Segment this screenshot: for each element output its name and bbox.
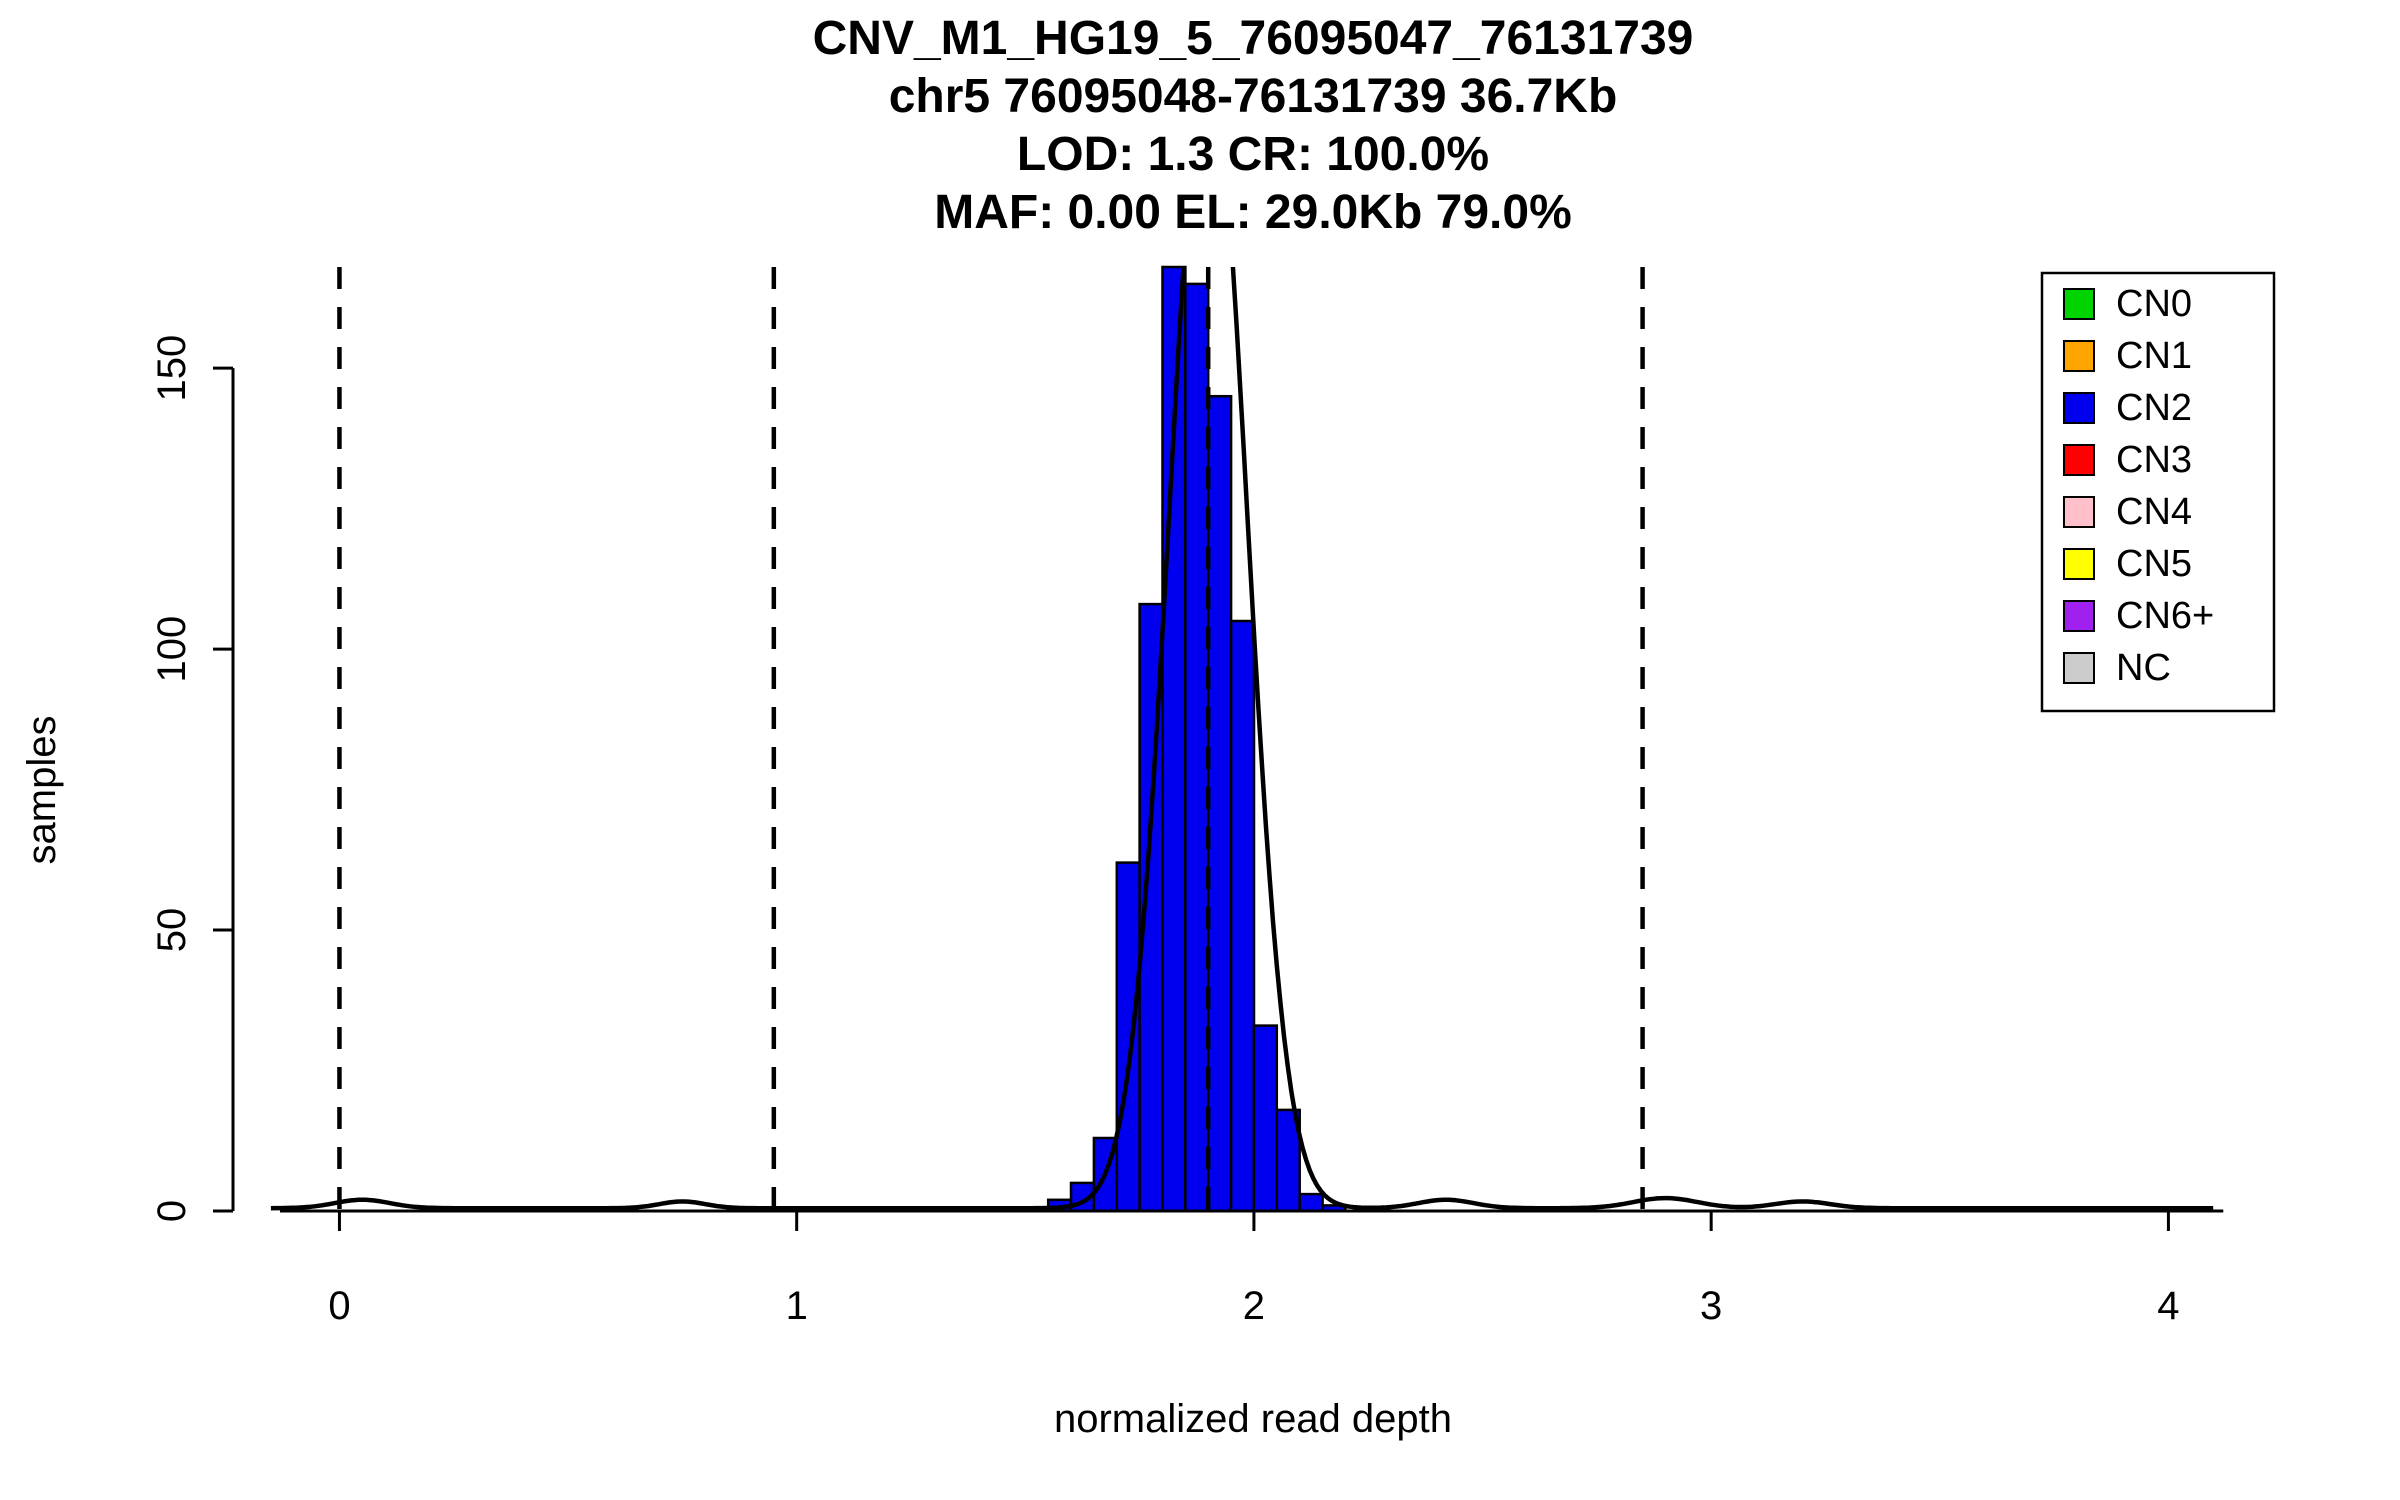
x-tick-label: 3 bbox=[1700, 1284, 1722, 1328]
y-tick-label: 150 bbox=[150, 335, 194, 402]
histogram-bar bbox=[1252, 1024, 1279, 1213]
title-line-3: LOD: 1.3 CR: 100.0% bbox=[1016, 128, 1490, 181]
legend-label-CN4: CN4 bbox=[2116, 491, 2192, 533]
legend-swatch-CN2 bbox=[2063, 392, 2095, 424]
x-tick-label: 0 bbox=[328, 1284, 350, 1328]
legend-label-NC: NC bbox=[2116, 647, 2171, 689]
histogram-bar bbox=[1206, 394, 1233, 1213]
legend-swatch-CN0 bbox=[2063, 288, 2095, 320]
histogram-bar bbox=[1229, 619, 1256, 1213]
title-line-1: CNV_M1_HG19_5_76095047_76131739 bbox=[812, 12, 1694, 65]
legend-swatch-CN3 bbox=[2063, 444, 2095, 476]
legend-swatch-CN5 bbox=[2063, 548, 2095, 580]
legend-label-CN2: CN2 bbox=[2116, 387, 2192, 429]
histogram-bars bbox=[1046, 265, 1347, 1213]
legend-swatch-CN4 bbox=[2063, 496, 2095, 528]
legend-label-CN3: CN3 bbox=[2116, 439, 2192, 481]
y-tick-label: 100 bbox=[150, 616, 194, 683]
legend-label-CN6+: CN6+ bbox=[2116, 595, 2214, 637]
y-tick-label: 50 bbox=[150, 908, 194, 953]
y-tick-label: 0 bbox=[150, 1200, 194, 1222]
x-tick-label: 1 bbox=[786, 1284, 808, 1328]
x-tick-label: 4 bbox=[2157, 1284, 2179, 1328]
legend-label-CN1: CN1 bbox=[2116, 335, 2192, 377]
histogram-bar bbox=[1184, 282, 1210, 1213]
plot-title: CNV_M1_HG19_5_76095047_76131739 chr5 760… bbox=[200, 10, 2306, 242]
y-axis-label: samples bbox=[20, 716, 64, 865]
x-tick-label: 2 bbox=[1243, 1284, 1265, 1328]
title-line-2: chr5 76095048-76131739 36.7Kb bbox=[888, 70, 1618, 123]
x-axis-label: normalized read depth bbox=[1054, 1397, 1452, 1441]
density-curve bbox=[270, 267, 2214, 1211]
legend-label-CN0: CN0 bbox=[2116, 283, 2192, 325]
legend: CN0 CN1 CN2 CN3 CN4 CN5 CN6+ NC bbox=[2040, 271, 2276, 713]
histogram-bar bbox=[1298, 1192, 1324, 1213]
histogram-bar bbox=[1115, 861, 1141, 1213]
legend-swatch-CN1 bbox=[2063, 340, 2095, 372]
legend-swatch-CN6+ bbox=[2063, 600, 2095, 632]
legend-label-CN5: CN5 bbox=[2116, 543, 2192, 585]
title-line-4: MAF: 0.00 EL: 29.0Kb 79.0% bbox=[934, 186, 1572, 239]
legend-swatch-NC bbox=[2063, 652, 2095, 684]
